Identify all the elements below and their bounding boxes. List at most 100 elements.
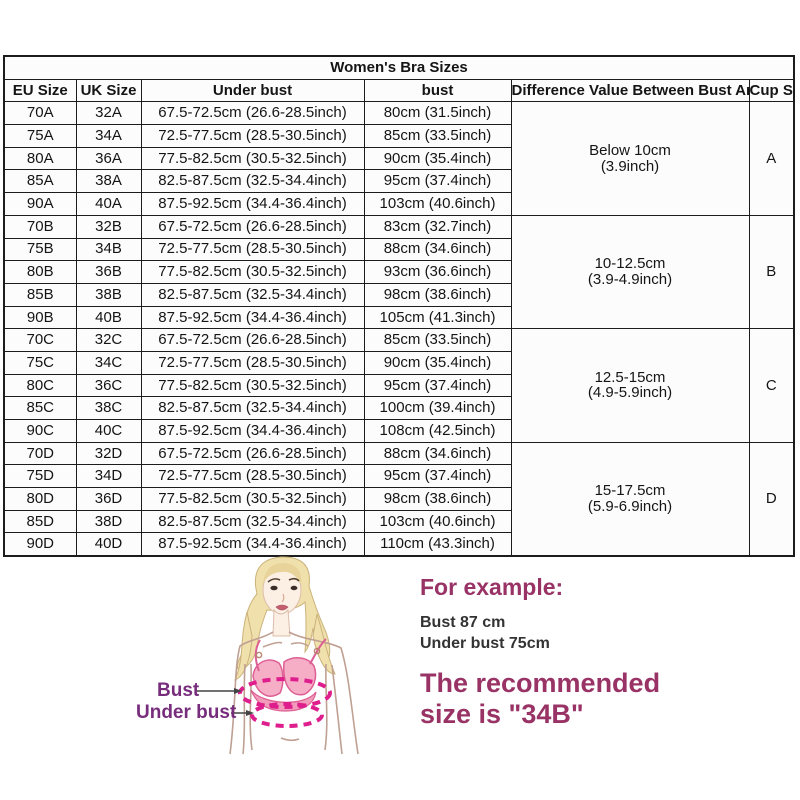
- table-header-row: EU Size UK Size Under bust bust Differen…: [3, 78, 795, 103]
- size-cell: 85cm (33.5inch): [363, 124, 512, 148]
- table-row: 75C 34C 72.5-77.5cm (28.5-30.5inch) 90cm (3…: [3, 350, 794, 375]
- size-cell: 70D: [3, 441, 77, 466]
- size-cell: 32A: [75, 101, 142, 126]
- size-cell: 72.5-77.5cm (28.5-30.5inch): [140, 237, 365, 262]
- table-row: 70C 32C 67.5-72.5cm (26.6-28.5inch) 85cm (3…: [3, 328, 795, 443]
- recommended-size-line2: size is "34B": [420, 698, 584, 729]
- table-row: 75A 34A 72.5-77.5cm (28.5-30.5inch) 85cm (3…: [3, 124, 794, 148]
- size-cell: 38C: [75, 396, 142, 420]
- size-cell: 75D: [3, 464, 77, 489]
- table-row: 70D 32D 67.5-72.5cm (26.6-28.5inch) 88cm (3…: [3, 441, 795, 557]
- size-cell: 34B: [75, 237, 142, 262]
- col-header-uk-size: UK Size: [75, 78, 142, 103]
- example-measurements: Bust 87 cm Under bust 75cm: [420, 613, 780, 655]
- size-cell: 108cm (42.5inch): [363, 419, 512, 443]
- size-cell: 72.5-77.5cm (28.5-30.5inch): [140, 350, 365, 375]
- strap-ring-left: [255, 651, 263, 659]
- bust-label: Bust: [157, 680, 200, 701]
- size-cell: 34D: [75, 464, 142, 489]
- bra-strap-left: [254, 639, 261, 672]
- size-cell: 90A: [3, 192, 77, 216]
- eye-left: [270, 585, 278, 591]
- cup-size-cell: B: [748, 214, 795, 330]
- size-cell: 85cm (33.5inch): [363, 328, 512, 352]
- size-cell: 77.5-82.5cm (30.5-32.5inch): [140, 373, 365, 398]
- col-header-difference: Difference Value Between Bust And Under …: [510, 78, 750, 103]
- col-header-bust: bust: [363, 78, 512, 103]
- size-cell: 67.5-72.5cm (26.6-28.5inch): [140, 328, 365, 352]
- under-bust-label: Under bust: [136, 702, 237, 723]
- size-cell: 90B: [3, 305, 77, 330]
- recommended-size-line1: The recommended: [420, 667, 661, 698]
- eyebrow-right: [288, 577, 300, 582]
- size-cell: 36B: [75, 260, 142, 284]
- cup-size-cell: C: [748, 328, 795, 443]
- cup-size-cell: A: [748, 101, 795, 216]
- size-cell: 70C: [3, 328, 77, 352]
- size-cell: 110cm (43.3inch): [363, 532, 512, 557]
- size-cell: 103cm (40.6inch): [363, 509, 512, 534]
- size-cell: 83cm (32.7inch): [363, 214, 512, 239]
- label-arrows: [197, 688, 254, 716]
- size-cell: 67.5-72.5cm (26.6-28.5inch): [140, 214, 365, 239]
- measurement-diagram-illustration: [197, 556, 359, 755]
- size-cell: 80B: [3, 260, 77, 284]
- size-cell: 40B: [75, 305, 142, 330]
- size-cell: 98cm (38.6inch): [363, 487, 512, 511]
- size-cell: 32D: [75, 441, 142, 466]
- size-cell: 72.5-77.5cm (28.5-30.5inch): [140, 464, 365, 489]
- col-header-under-bust: Under bust: [140, 78, 365, 103]
- size-cell: 90cm (35.4inch): [363, 350, 512, 375]
- size-cell: 75A: [3, 124, 77, 148]
- under-bust-measure-ellipse: [250, 702, 324, 728]
- cup-size-cell: D: [748, 441, 795, 557]
- size-cell: 72.5-77.5cm (28.5-30.5inch): [140, 124, 365, 148]
- bust-measure-ellipse: [238, 677, 332, 709]
- size-cell: 95cm (37.4inch): [363, 373, 512, 398]
- size-cell: 87.5-92.5cm (34.4-36.4inch): [140, 305, 365, 330]
- size-cell: 40A: [75, 192, 142, 216]
- size-cell: 75B: [3, 237, 77, 262]
- size-cell: 93cm (36.6inch): [363, 260, 512, 284]
- size-cell: 103cm (40.6inch): [363, 192, 512, 216]
- difference-cell: 12.5-15cm (4.9-5.9inch): [510, 328, 750, 443]
- size-cell: 90cm (35.4inch): [363, 146, 512, 171]
- table-row: 90C 40C 87.5-92.5cm (34.4-36.4inch) 108cm (…: [3, 419, 794, 443]
- strap-ring-right: [313, 647, 321, 655]
- table-title-row: Women's Bra Sizes: [3, 55, 795, 80]
- size-cell: 82.5-87.5cm (32.5-34.4inch): [140, 169, 365, 194]
- size-cell: 77.5-82.5cm (30.5-32.5inch): [140, 260, 365, 284]
- table-row: 90A 40A 87.5-92.5cm (34.4-36.4inch) 103cm (…: [3, 192, 794, 216]
- size-cell: 40D: [75, 532, 142, 557]
- size-cell: 100cm (39.4inch): [363, 396, 512, 420]
- size-cell: 38D: [75, 509, 142, 534]
- size-cell: 77.5-82.5cm (30.5-32.5inch): [140, 146, 365, 171]
- size-cell: 36A: [75, 146, 142, 171]
- size-cell: 38B: [75, 282, 142, 307]
- size-cell: 88cm (34.6inch): [363, 441, 512, 466]
- size-cell: 32B: [75, 214, 142, 239]
- size-cell: 75C: [3, 350, 77, 375]
- example-heading: For example:: [420, 574, 564, 600]
- table-row: 85B 38B 82.5-87.5cm (32.5-34.4inch) 98cm (3…: [3, 282, 794, 307]
- table-row: 70B 32B 67.5-72.5cm (26.6-28.5inch) 83cm (3…: [3, 214, 795, 330]
- lips: [275, 604, 289, 611]
- difference-cell: 15-17.5cm (5.9-6.9inch): [510, 441, 750, 557]
- bra-size-table: Women's Bra Sizes EU Size UK Size Under …: [3, 55, 796, 558]
- table-row: 90D 40D 87.5-92.5cm (34.4-36.4inch) 110cm (…: [3, 532, 794, 557]
- size-cell: 87.5-92.5cm (34.4-36.4inch): [140, 192, 365, 216]
- size-cell: 82.5-87.5cm (32.5-34.4inch): [140, 396, 365, 420]
- bra-strap-right: [309, 638, 327, 665]
- hair-strand-left: [234, 611, 253, 681]
- size-cell: 32C: [75, 328, 142, 352]
- table-row: 70A 32A 67.5-72.5cm (26.6-28.5inch) 80cm (3…: [3, 101, 795, 216]
- col-header-cup-size: Cup Size: [748, 78, 795, 103]
- hair-shape: [236, 556, 331, 671]
- size-cell: 38A: [75, 169, 142, 194]
- table-row: 85D 38D 82.5-87.5cm (32.5-34.4inch) 103cm (…: [3, 509, 794, 534]
- size-cell: 67.5-72.5cm (26.6-28.5inch): [140, 101, 365, 126]
- size-cell: 80cm (31.5inch): [363, 101, 512, 126]
- size-cell: 88cm (34.6inch): [363, 237, 512, 262]
- example-block: For example: Bust 87 cm Under bust 75cm …: [420, 574, 780, 730]
